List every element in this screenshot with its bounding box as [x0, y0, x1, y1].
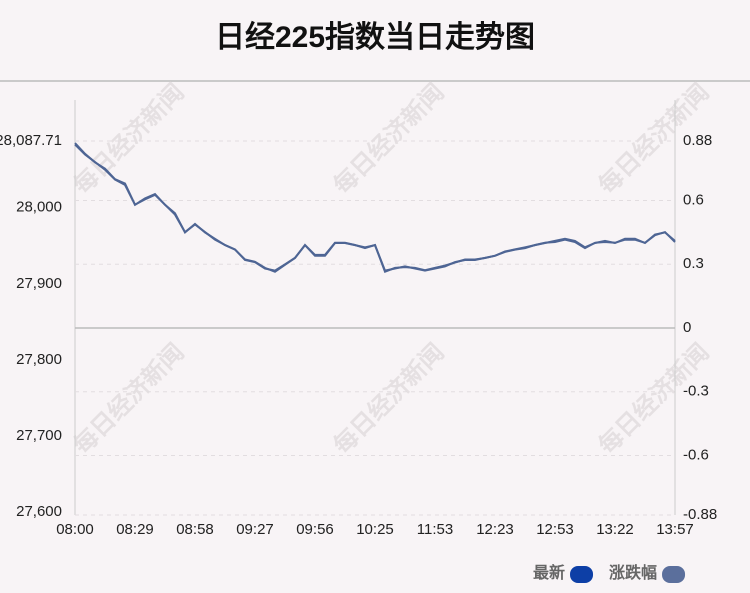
y2-tick-label: -0.3	[683, 383, 709, 400]
y-tick-label: 27,900	[16, 275, 62, 292]
y2-tick-label: 0.6	[683, 191, 704, 208]
y2-tick-label: 0.88	[683, 132, 712, 149]
y-tick-label: 27,600	[16, 503, 62, 520]
x-tick-label: 09:56	[296, 521, 334, 538]
y2-tick-label: 0.3	[683, 255, 704, 272]
legend-swatch	[662, 566, 686, 583]
legend-label: 涨跌幅	[609, 563, 657, 582]
y2-tick-label: 0	[683, 319, 691, 336]
x-tick-label: 10:25	[356, 521, 394, 538]
y2-tick-label: -0.6	[683, 446, 709, 463]
y2-tick-label: -0.88	[683, 506, 717, 523]
x-tick-label: 08:58	[176, 521, 214, 538]
legend-swatch	[570, 566, 594, 583]
x-tick-label: 13:22	[596, 521, 634, 538]
x-tick-label: 08:29	[116, 521, 154, 538]
y-tick-label: 27,800	[16, 351, 62, 368]
y-tick-label: 28,087.71	[0, 132, 62, 149]
y-tick-label: 27,700	[16, 427, 62, 444]
x-tick-label: 12:23	[476, 521, 514, 538]
x-tick-label: 11:53	[417, 521, 453, 538]
chart-title: 日经225指数当日走势图	[215, 20, 535, 54]
legend-label: 最新	[533, 563, 565, 582]
series-line	[74, 142, 676, 272]
y-tick-label: 28,000	[16, 199, 62, 216]
x-tick-label: 08:00	[56, 521, 94, 538]
x-tick-label: 12:53	[536, 521, 574, 538]
x-tick-label: 13:57	[656, 521, 694, 538]
x-tick-label: 09:27	[236, 521, 274, 538]
